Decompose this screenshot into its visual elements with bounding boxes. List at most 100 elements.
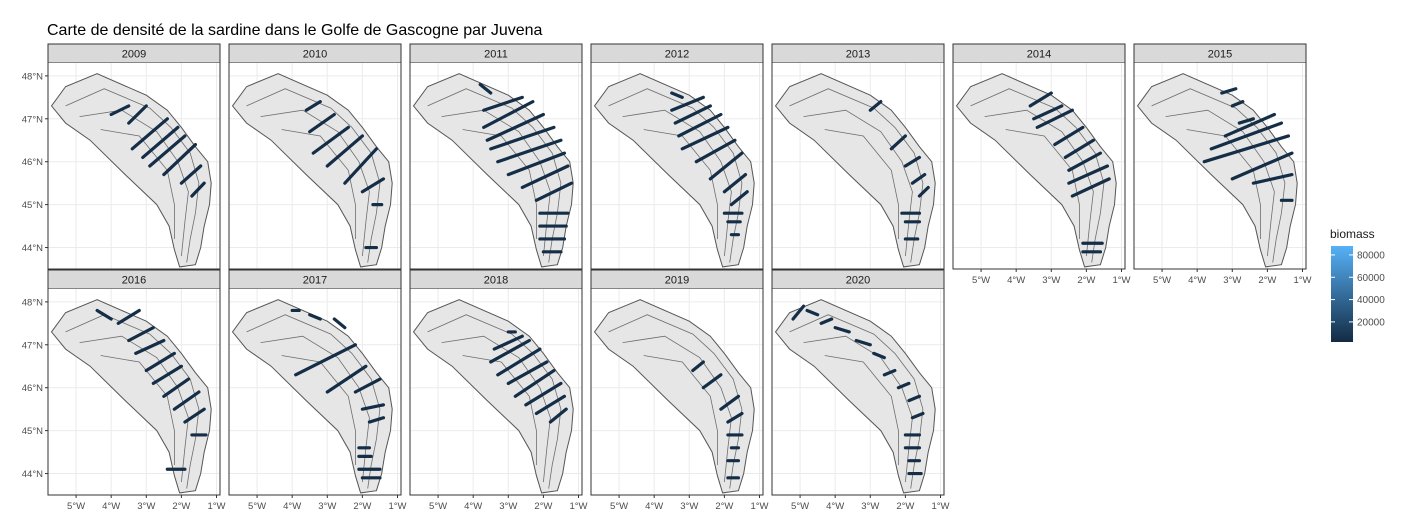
isobath-line [608,314,743,489]
biomass-transect [726,411,744,424]
facet-panel-2020: 2020 5°W 4°W 3°W 2°W 1°W [771,269,950,512]
x-tick-label: 1°W [569,501,587,512]
isobath-line [1151,88,1286,263]
facet-panel-2009: 2009 48°N 47°N 46°N 45°N 44°N [22,43,221,270]
biomass-transect [1237,117,1255,125]
biomass-transect [304,100,322,112]
biomass-transect [492,334,524,351]
facet-panel-2017: 2017 5°W 4°W 3°W 2°W 1°W [228,269,407,512]
shelf-area [774,299,936,494]
biomass-transect [701,373,723,390]
x-tick-label: 4°W [1007,275,1025,286]
biomass-transect [1035,108,1074,129]
biomass-transect [819,317,834,325]
panel-border [952,43,1126,270]
biomass-transect [353,377,382,394]
biomass-transect [506,151,567,177]
biomass-transect [151,364,183,386]
biomass-transect [367,416,386,424]
y-tick-label: 44°N [22,469,43,480]
facet-strip-label: 2010 [303,49,327,61]
isobath-line [643,129,718,239]
biomass-transect [805,308,820,317]
y-tick-label: 47°N [22,114,43,125]
biomass-transect [496,347,542,377]
biomass-transect [1067,164,1110,185]
x-tick-label: 4°W [826,501,844,512]
facet-strip-label: 2009 [122,49,146,61]
y-tick-label: 44°N [22,243,43,254]
isobath-line [100,355,175,465]
y-tick-label: 48°N [22,71,43,82]
isobath-line [789,314,924,489]
biomass-transect [903,155,922,168]
x-tick-label: 3°W [137,501,155,512]
y-tick-label: 47°N [22,340,43,351]
biomass-transect [179,164,203,185]
isobath-line [441,335,551,483]
biomass-transect [1220,87,1238,95]
biomass-transect [670,91,684,99]
isobath-line [824,129,899,239]
isobath-line [462,129,537,239]
x-tick-label: 1°W [1293,275,1311,286]
facet-strip-label: 2015 [1208,49,1232,61]
isobath-line [1005,129,1080,239]
biomass-transect [308,313,322,321]
biomass-transect [670,95,705,112]
x-tick-label: 3°W [499,501,517,512]
panel-border [228,269,402,496]
isobath-line [608,88,743,263]
y-tick-label: 45°N [22,200,43,211]
isobath-line [1165,109,1275,257]
panel-border [590,269,764,496]
biomass-transect [1223,112,1277,138]
facet-panel-2012: 2012 [590,43,764,270]
biomass-transect [489,338,531,364]
biomass-transect [162,142,198,177]
biomass-transect [95,308,113,321]
biomass-transect [513,368,556,398]
biomass-transect [190,181,206,198]
biomass-transect [485,112,545,142]
biomass-transect [1053,125,1085,147]
x-tick-label: 2°W [1077,275,1095,286]
legend-tick-label: 20000 [1357,317,1385,328]
facet-strip-label: 2020 [846,275,870,287]
shelf-area [955,73,1117,268]
biomass-transect [294,343,357,377]
isobath-line [281,129,356,239]
isobath-line [462,355,537,465]
x-tick-label: 1°W [931,501,949,512]
panel-border [47,43,221,270]
biomass-transect [868,100,883,112]
biomass-transect [673,104,712,125]
biomass-transect [1202,134,1291,164]
biomass-transect [141,125,180,160]
facet-panel-2011: 2011 [409,43,583,270]
biomass-transect [722,172,748,194]
x-tick-label: 5°W [429,501,447,512]
biomass-transect [889,134,907,151]
biomass-transect [854,338,872,347]
biomass-transect [482,95,524,112]
panel-border [409,269,583,496]
biomass-transect [1251,172,1294,185]
isobath-line [65,88,200,263]
biomass-transect [548,407,568,424]
facet-panel-2018: 2018 5°W 4°W 3°W 2°W 1°W [409,269,588,512]
biomass-transect [917,185,930,198]
panel-border [1133,43,1307,270]
biomass-transect [127,104,148,125]
biomass-transect [1070,177,1111,198]
legend-tick-label: 40000 [1357,295,1385,306]
biomass-transect [496,138,563,164]
biomass-transect [482,100,535,129]
x-tick-label: 3°W [680,501,698,512]
facet-strip-label: 2016 [122,275,146,287]
y-tick-label: 46°N [22,157,43,168]
biomass-transect [144,351,176,373]
isobath-line [260,109,370,257]
biomass-transect [524,381,563,407]
